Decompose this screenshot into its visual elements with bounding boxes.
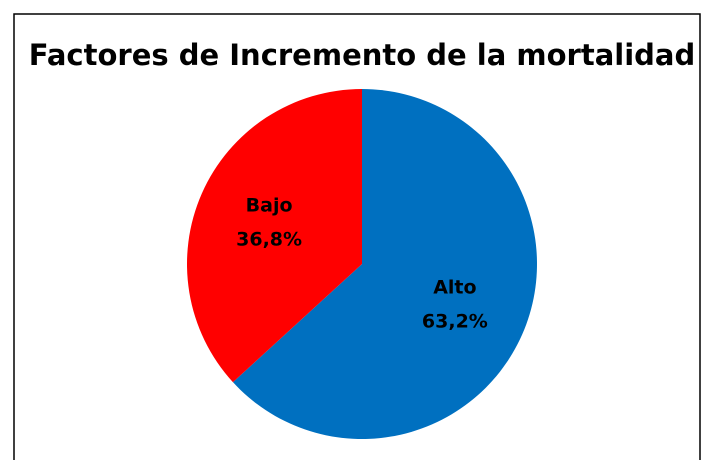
slice-category-label: Bajo (246, 195, 293, 217)
slice-value-label: 36,8% (236, 229, 302, 251)
pie-slice (232, 89, 537, 439)
slice-category-label: Alto (433, 276, 476, 298)
pie-slice (186, 88, 362, 383)
slice-value-label: 63,2% (422, 310, 488, 332)
chart-title: Factores de Incremento de la mortalidad (29, 38, 696, 72)
